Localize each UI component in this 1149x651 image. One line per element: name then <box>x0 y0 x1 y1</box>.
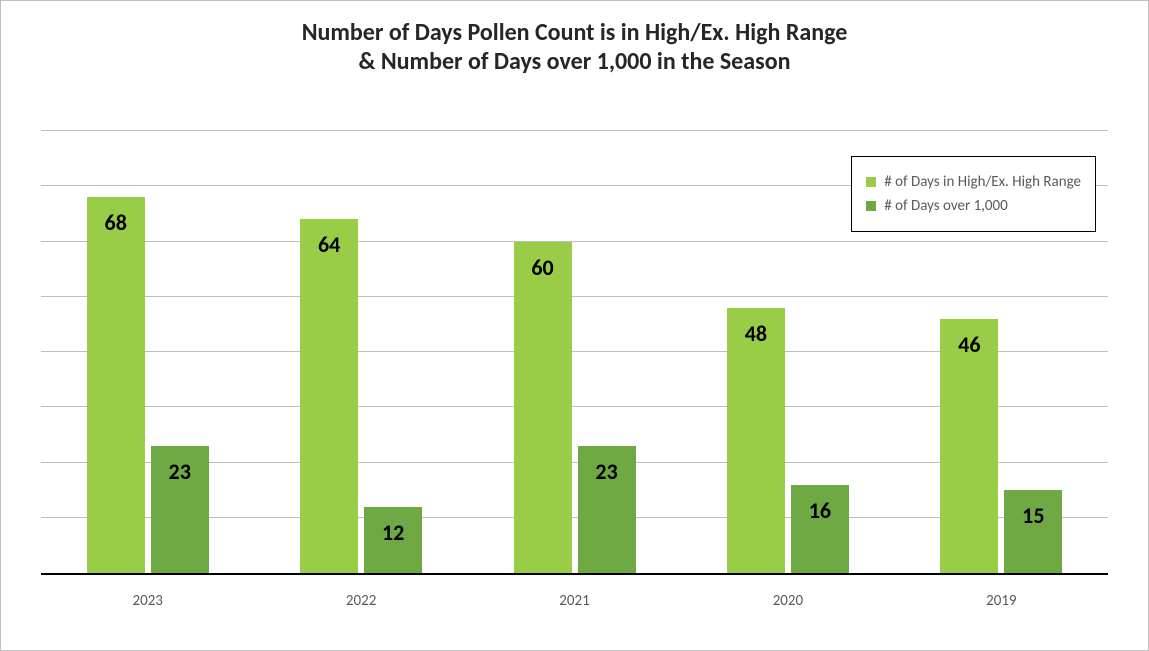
x-axis-label: 2023 <box>41 592 254 610</box>
bar: 12 <box>364 507 422 573</box>
category-group: 64 12 <box>254 131 467 573</box>
x-axis-label: 2022 <box>254 592 467 610</box>
legend-swatch <box>866 177 876 187</box>
x-axis-label: 2020 <box>681 592 894 610</box>
legend-label: # of Days over 1,000 <box>884 197 1008 215</box>
chart-title-line1: Number of Days Pollen Count is in High/E… <box>1 19 1148 48</box>
category-group: 60 23 <box>468 131 681 573</box>
bar: 23 <box>151 446 209 573</box>
bar-value-label: 23 <box>578 458 636 485</box>
bar-value-label: 15 <box>1004 502 1062 529</box>
bar-value-label: 12 <box>364 519 422 546</box>
x-axis-label: 2019 <box>895 592 1108 610</box>
bar-value-label: 48 <box>727 320 785 347</box>
bar-value-label: 46 <box>940 331 998 358</box>
bar-value-label: 68 <box>87 209 145 236</box>
bar: 64 <box>300 219 358 573</box>
x-axis-label: 2021 <box>468 592 681 610</box>
legend-label: # of Days in High/Ex. High Range <box>884 173 1081 191</box>
legend: # of Days in High/Ex. High Range # of Day… <box>851 156 1096 232</box>
bar: 16 <box>791 485 849 573</box>
bar: 23 <box>578 446 636 573</box>
chart-container: Number of Days Pollen Count is in High/E… <box>0 0 1149 651</box>
x-axis-labels: 20232022202120202019 <box>41 592 1108 610</box>
bar: 60 <box>514 242 572 574</box>
legend-item: # of Days in High/Ex. High Range <box>866 173 1081 191</box>
bar-value-label: 64 <box>300 231 358 258</box>
bar: 46 <box>940 319 998 573</box>
bar-value-label: 23 <box>151 458 209 485</box>
category-group: 68 23 <box>41 131 254 573</box>
bar: 48 <box>727 308 785 573</box>
chart-title: Number of Days Pollen Count is in High/E… <box>1 1 1148 77</box>
bar: 68 <box>87 197 145 573</box>
legend-item: # of Days over 1,000 <box>866 197 1081 215</box>
bar: 15 <box>1004 490 1062 573</box>
chart-title-line2: & Number of Days over 1,000 in the Seaso… <box>1 48 1148 77</box>
bar-value-label: 60 <box>514 254 572 281</box>
bar-value-label: 16 <box>791 497 849 524</box>
legend-swatch <box>866 201 876 211</box>
